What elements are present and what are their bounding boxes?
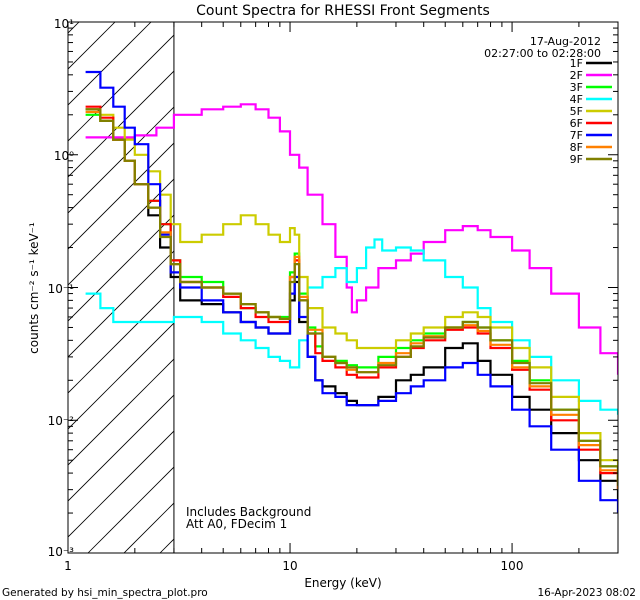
hatch-line <box>68 22 152 106</box>
footer-generated-by: Generated by hsi_min_spectra_plot.pro <box>2 587 208 599</box>
footer-timestamp: 16-Apr-2023 08:02 <box>537 587 636 599</box>
y-tick-label-1: 10⁻² <box>48 414 75 428</box>
y-tick-label-4: 10¹ <box>54 17 74 31</box>
hatch-line <box>68 430 174 538</box>
hatch-line <box>68 22 80 34</box>
series-9f <box>85 108 618 486</box>
legend-label-5f: 5F <box>570 105 583 118</box>
y-tick-label-3: 10⁰ <box>54 149 74 163</box>
time-range-label: 02:27:00 to 02:28:00 <box>484 47 601 60</box>
legend-label-3f: 3F <box>570 81 583 94</box>
y-tick-label-2: 10⁻¹ <box>48 282 75 296</box>
x-tick-label-1: 10 <box>282 559 297 573</box>
hatch-line <box>68 22 116 70</box>
note-attenuator: Att A0, FDecim 1 <box>186 517 287 531</box>
note-background: Includes Background <box>186 505 311 519</box>
x-tick-label-0: 1 <box>64 559 72 573</box>
series-2f <box>85 103 618 375</box>
legend-label-2f: 2F <box>570 69 583 82</box>
hatch-line <box>68 214 174 322</box>
hatch-line <box>159 538 174 553</box>
hatch-line <box>68 106 174 214</box>
hatch-line <box>68 358 174 466</box>
legend-label-1f: 1F <box>570 57 583 70</box>
y-axis-label: counts cm⁻² s⁻¹ keV⁻¹ <box>27 222 41 354</box>
date-label: 17-Aug-2012 <box>530 35 601 48</box>
legend-label-4f: 4F <box>570 93 583 106</box>
legend-label-9f: 9F <box>570 153 583 166</box>
x-axis-label: Energy (keV) <box>304 576 381 590</box>
series-layer <box>85 70 618 513</box>
series-4f <box>85 238 618 415</box>
hatch-line <box>68 70 174 178</box>
chart-title: Count Spectra for RHESSI Front Segments <box>196 3 490 19</box>
x-tick-label-2: 100 <box>501 559 524 573</box>
plot-frame <box>67 21 619 554</box>
hatch-line <box>68 286 174 394</box>
hatch-line <box>68 394 174 502</box>
legend-label-6f: 6F <box>570 117 583 130</box>
hatch-line <box>68 322 174 430</box>
y-tick-label-0: 10⁻³ <box>48 545 75 559</box>
legend-label-7f: 7F <box>570 129 583 142</box>
legend-label-8f: 8F <box>570 141 583 154</box>
hatched-excluded-region <box>68 22 174 553</box>
axis-ticks <box>67 22 619 554</box>
hatch-line <box>68 250 174 358</box>
hatch-line <box>68 34 174 142</box>
hatch-line <box>68 178 174 286</box>
